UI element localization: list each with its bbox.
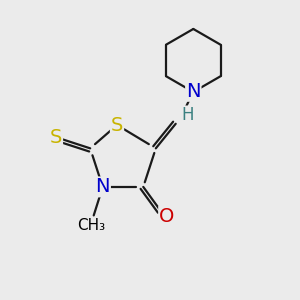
Text: S: S [50,128,62,147]
Text: N: N [186,82,201,101]
Text: H: H [182,106,194,124]
Text: S: S [111,116,123,134]
Text: CH₃: CH₃ [77,218,105,233]
Text: N: N [95,177,110,196]
Text: O: O [159,206,175,226]
